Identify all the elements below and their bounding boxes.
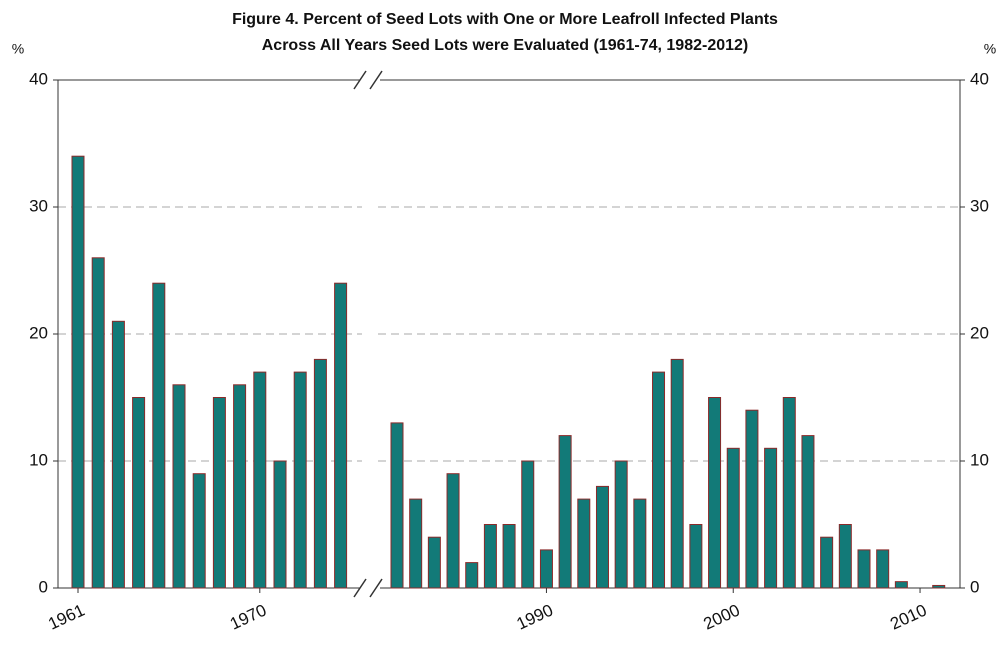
y-tick-label: 20: [29, 323, 48, 342]
y-tick-label: 40: [29, 69, 48, 88]
bar: [558, 435, 572, 589]
bar: [876, 549, 890, 589]
bar: [521, 460, 535, 589]
bar: [483, 524, 497, 589]
bar: [253, 371, 267, 589]
bar: [670, 358, 684, 589]
bar: [764, 447, 778, 589]
bar: [390, 422, 404, 589]
y2-tick-label: 0: [970, 577, 979, 596]
bar: [212, 397, 226, 589]
axis-break: [353, 578, 367, 598]
bar: [91, 257, 105, 589]
bar: [820, 536, 834, 589]
bar: [894, 581, 908, 589]
y2-tick-label: 20: [970, 323, 989, 342]
bar: [273, 460, 287, 589]
x-tick-label: 2000: [701, 600, 743, 633]
bar: [745, 409, 759, 589]
chart-title: Figure 4. Percent of Seed Lots with One …: [232, 11, 778, 28]
bar: [726, 447, 740, 589]
bar: [152, 282, 166, 589]
bar: [577, 498, 591, 589]
y2-tick-label: 10: [970, 450, 989, 469]
bar: [465, 562, 479, 589]
y-tick-label: 0: [39, 577, 48, 596]
bar: [111, 320, 125, 589]
y-axis-label: %: [12, 41, 24, 57]
bar: [633, 498, 647, 589]
bar: [502, 524, 516, 589]
y-tick-label: 10: [29, 450, 48, 469]
bar: [192, 473, 206, 589]
bar: [689, 524, 703, 589]
x-tick-label: 1970: [227, 600, 269, 633]
bar: [313, 358, 327, 589]
bar: [446, 473, 460, 589]
bar: [838, 524, 852, 589]
axis-break: [369, 578, 383, 598]
y2-axis-label: %: [984, 41, 996, 57]
bar: [132, 397, 146, 589]
y2-tick-label: 30: [970, 196, 989, 215]
y2-tick-label: 40: [970, 69, 989, 88]
x-tick-label: 1961: [45, 600, 87, 633]
axis-break: [353, 70, 367, 90]
x-tick-label: 2010: [887, 600, 929, 633]
bar: [334, 282, 348, 589]
bar: [595, 485, 609, 589]
bar: [708, 397, 722, 589]
y-tick-label: 30: [29, 196, 48, 215]
bar: [614, 460, 628, 589]
chart-subtitle: Across All Years Seed Lots were Evaluate…: [262, 37, 749, 54]
bar: [801, 435, 815, 589]
bar: [932, 584, 946, 589]
bar: [539, 549, 553, 589]
bar: [409, 498, 423, 589]
bar: [652, 371, 666, 589]
bar: [427, 536, 441, 589]
bar: [782, 397, 796, 589]
axis-break: [369, 70, 383, 90]
bar: [172, 384, 186, 589]
bar: [857, 549, 871, 589]
bar: [71, 155, 85, 589]
bar: [233, 384, 247, 589]
x-tick-label: 1990: [514, 600, 556, 633]
bar: [293, 371, 307, 589]
